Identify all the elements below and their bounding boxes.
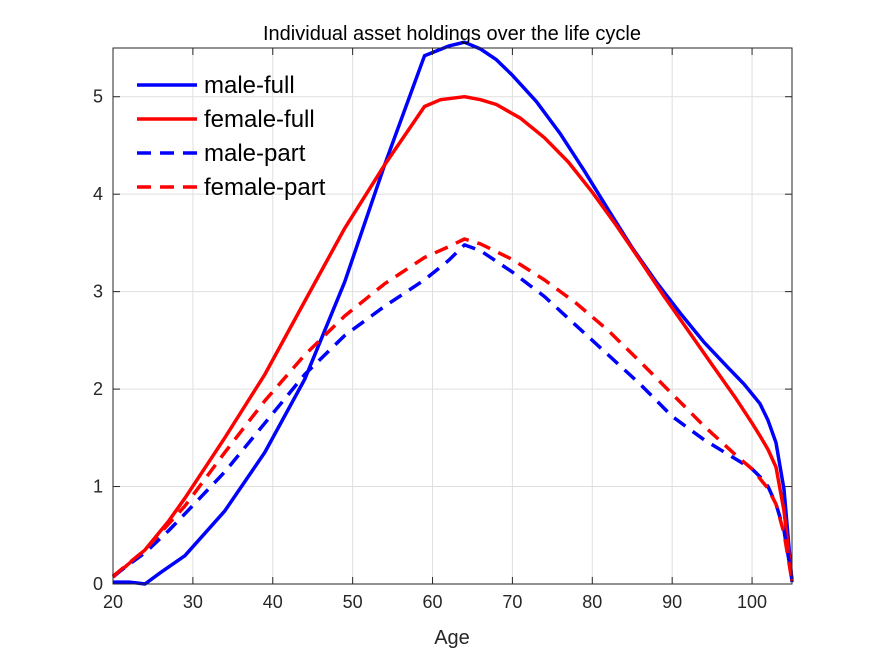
y-tick-label: 3 [93,282,103,302]
legend-label-male-full: male-full [204,72,295,99]
legend: male-full female-full male-part female-part [137,72,326,201]
series-line-male-part [111,243,794,580]
y-tick-label: 2 [93,379,103,399]
series-layer [111,40,794,586]
plot-frame [112,47,793,585]
legend-label-female-part: female-part [204,174,326,201]
x-tick-label: 20 [103,592,123,612]
x-tick-label: 90 [662,592,682,612]
legend-label-female-full: female-full [204,106,315,133]
x-tick-label: 60 [423,592,443,612]
y-tick-label: 5 [93,87,103,107]
x-tick-label: 30 [183,592,203,612]
x-axis-label: Age [434,627,470,649]
grid [112,48,792,585]
legend-label-male-part: male-part [204,140,306,167]
x-tick-label: 80 [582,592,602,612]
x-tick-label: 50 [343,592,363,612]
x-tick-label: 100 [737,592,767,612]
chart-title: Individual asset holdings over the life … [263,23,641,45]
series-line-male-full [113,40,794,586]
y-tick-label: 0 [93,574,103,594]
x-tick-label: 40 [263,592,283,612]
x-tick-label: 70 [502,592,522,612]
y-tick-label: 4 [93,184,103,204]
series-line-female-full [111,94,794,582]
y-tick-label: 1 [93,477,103,497]
axis-ticks: 20 30 40 50 60 70 80 90 100 0 1 2 3 4 5 [93,48,792,612]
series-line-female-part [111,237,794,582]
